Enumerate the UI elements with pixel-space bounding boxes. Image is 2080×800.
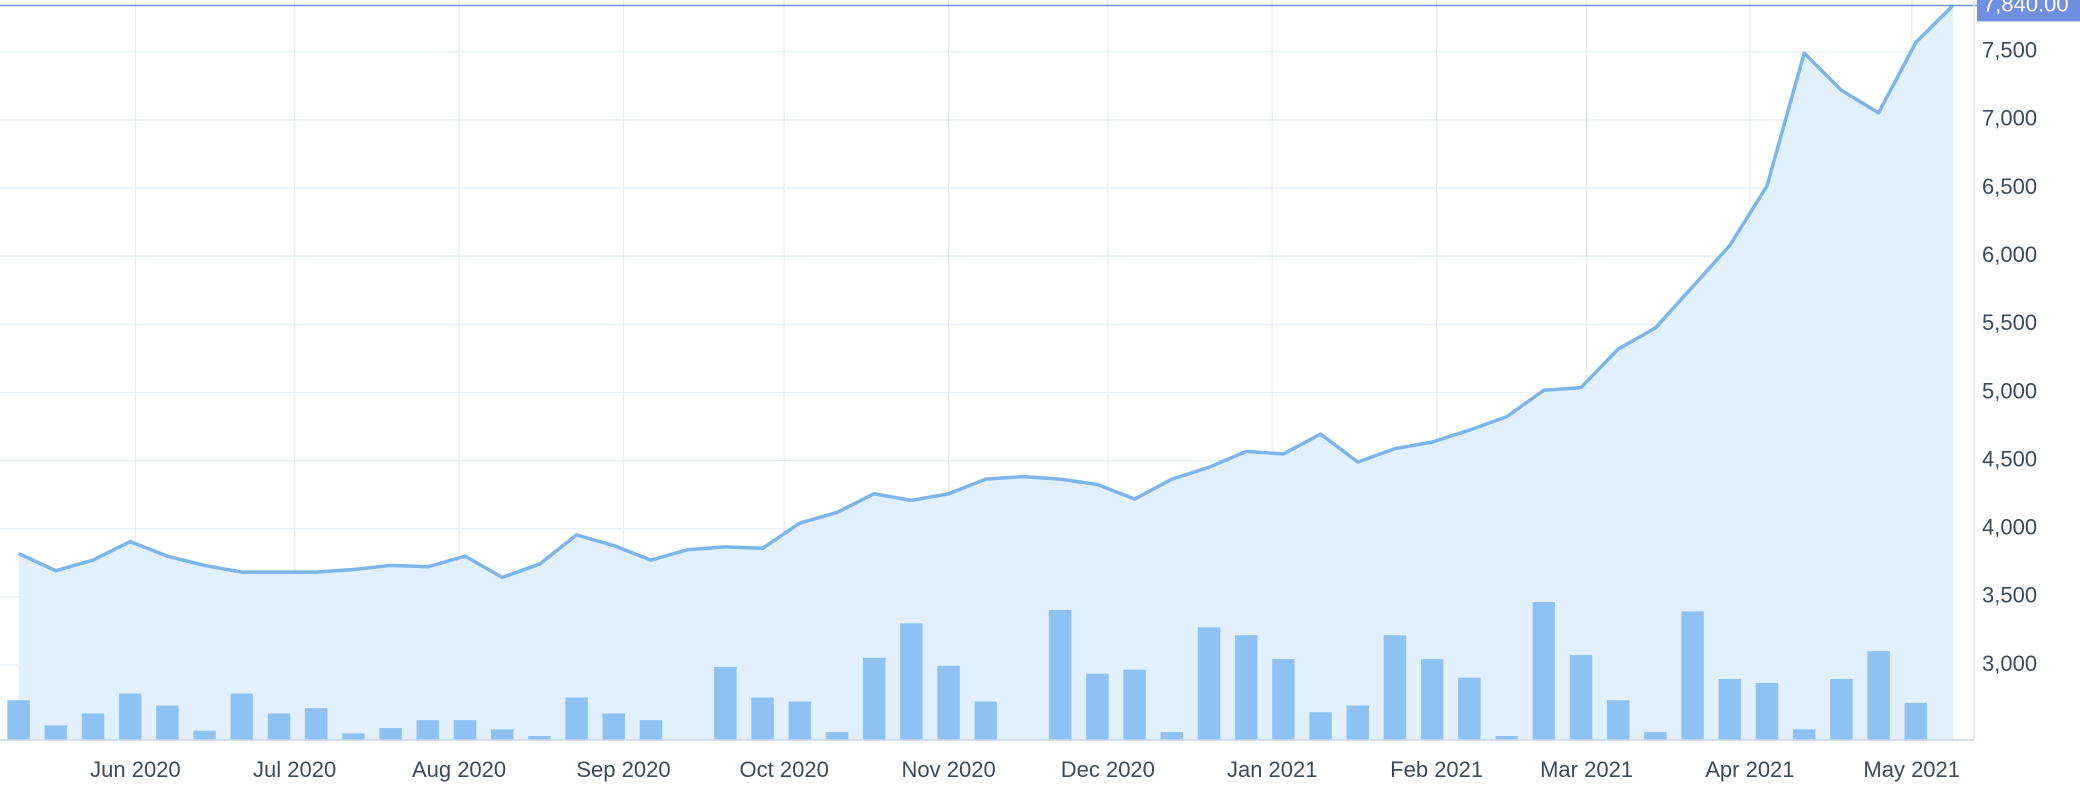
volume-bar <box>528 736 551 740</box>
x-tick-label: May 2021 <box>1863 757 1960 782</box>
volume-bar <box>1160 732 1184 740</box>
x-tick-label: Mar 2021 <box>1540 757 1633 782</box>
volume-bar <box>937 665 960 740</box>
volume-bar <box>1792 729 1816 740</box>
volume-bar <box>602 713 626 740</box>
volume-bar <box>1048 610 1072 740</box>
volume-bar <box>342 733 365 740</box>
volume-bar <box>1606 700 1630 740</box>
y-tick-label: 3,500 <box>1982 583 2037 608</box>
x-tick-label: Sep 2020 <box>576 757 670 782</box>
x-tick-label: Jan 2021 <box>1227 757 1318 782</box>
volume-bar <box>453 720 477 740</box>
x-tick-label: Feb 2021 <box>1390 757 1483 782</box>
volume-bar <box>156 705 179 740</box>
y-tick-label: 4,500 <box>1982 446 2037 471</box>
volume-bar <box>1234 635 1258 740</box>
last-price-label: 7,840.00 <box>1983 0 2069 16</box>
y-tick-label: 4,000 <box>1982 515 2037 540</box>
volume-bar <box>1867 651 1890 740</box>
volume-bar <box>379 728 402 740</box>
volume-bar <box>267 713 291 740</box>
volume-bar <box>974 701 998 740</box>
volume-bar <box>1309 712 1332 740</box>
volume-bar <box>118 693 142 740</box>
volume-bar <box>1755 682 1779 740</box>
volume-bar <box>490 729 514 740</box>
x-tick-label: Nov 2020 <box>902 757 996 782</box>
volume-bar <box>193 730 216 740</box>
volume-bar <box>714 667 737 740</box>
volume-bar <box>1830 678 1853 740</box>
volume-bar <box>230 693 254 740</box>
volume-bar <box>1383 635 1407 740</box>
last-price-box <box>1977 0 2080 22</box>
y-tick-label: 6,000 <box>1982 242 2037 267</box>
volume-bar <box>862 657 886 740</box>
volume-bar <box>7 700 30 740</box>
y-tick-label: 5,000 <box>1982 378 2037 403</box>
volume-bar <box>1681 611 1704 740</box>
volume-bar <box>1569 655 1593 740</box>
volume-bar <box>1346 705 1370 740</box>
x-tick-label: Jul 2020 <box>253 757 336 782</box>
area <box>18 5 1954 741</box>
volume-bar <box>1718 678 1742 740</box>
volume-bar <box>304 708 328 740</box>
volume-bar <box>1904 702 1928 740</box>
volume-bar <box>1086 673 1109 740</box>
x-tick-label: Apr 2021 <box>1705 757 1794 782</box>
y-tick-label: 7,000 <box>1982 106 2037 131</box>
y-tick-label: 6,500 <box>1982 174 2037 199</box>
volume-bar <box>788 701 812 740</box>
volume-bar <box>900 623 923 740</box>
volume-bar <box>1458 677 1481 740</box>
x-tick-label: Dec 2020 <box>1061 757 1155 782</box>
volume-bar <box>1272 659 1295 740</box>
volume-bar <box>44 725 68 740</box>
x-tick-label: Oct 2020 <box>740 757 829 782</box>
volume-bar <box>1420 659 1444 740</box>
volume-bar <box>1644 732 1667 740</box>
y-tick-label: 7,500 <box>1982 38 2037 63</box>
y-tick-label: 5,500 <box>1982 310 2037 335</box>
volume-bar <box>751 697 774 740</box>
volume-bar <box>639 720 663 740</box>
volume-bar <box>1123 669 1146 740</box>
volume-bar <box>1495 736 1518 740</box>
volume-bar <box>81 713 105 740</box>
volume-bar <box>416 720 440 740</box>
x-tick-label: Aug 2020 <box>412 757 506 782</box>
volume-bar <box>1197 627 1221 740</box>
price-line <box>17 4 1955 580</box>
volume-bar <box>825 732 849 740</box>
x-tick-label: Jun 2020 <box>90 757 181 782</box>
volume-bar <box>1532 602 1556 740</box>
volume-bar <box>565 697 588 740</box>
y-tick-label: 3,000 <box>1982 651 2037 676</box>
